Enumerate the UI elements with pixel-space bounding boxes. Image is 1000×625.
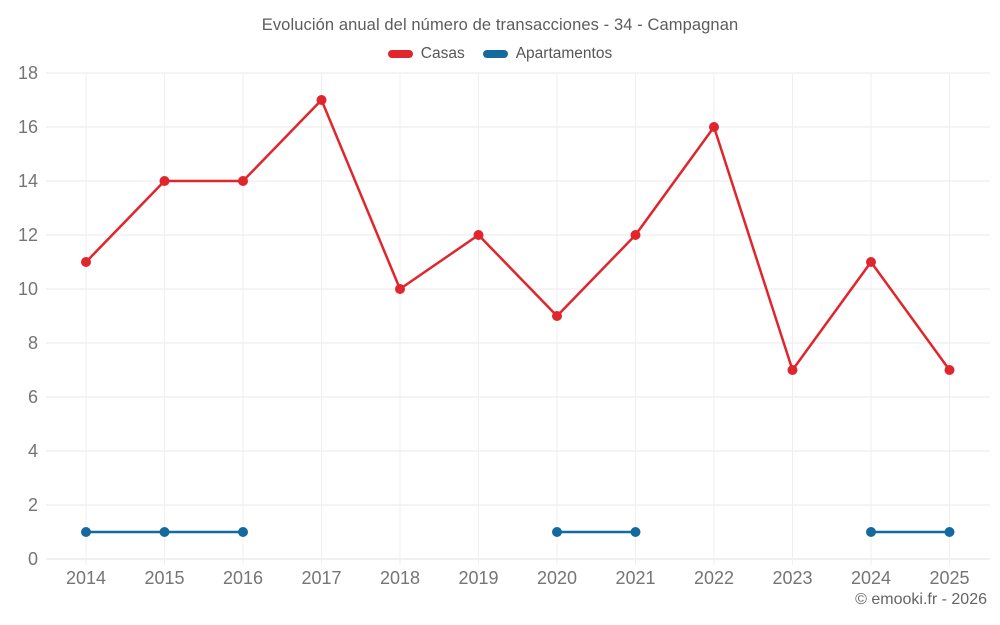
y-axis-tick-label: 2 — [28, 495, 38, 515]
x-axis-tick-label: 2022 — [694, 568, 734, 588]
data-point-casas-2022 — [709, 122, 719, 132]
data-point-casas-2015 — [159, 176, 170, 186]
data-point-casas-2017 — [316, 95, 327, 105]
data-point-casas-2025 — [944, 365, 955, 375]
x-axis-tick-label: 2015 — [144, 568, 184, 588]
data-point-apartamentos-2015 — [159, 527, 170, 537]
x-axis-tick-label: 2019 — [458, 568, 498, 588]
legend-item-apartamentos[interactable]: Apartamentos — [482, 45, 613, 63]
data-point-casas-2024 — [866, 257, 876, 267]
y-axis-tick-label: 12 — [18, 225, 38, 245]
x-axis-tick-label: 2020 — [537, 568, 577, 588]
y-axis-tick-label: 10 — [18, 279, 38, 299]
legend-label: Apartamentos — [515, 45, 613, 62]
y-axis-tick-label: 0 — [28, 549, 38, 569]
data-point-casas-2016 — [238, 176, 248, 186]
chart-title: Evolución anual del número de transaccio… — [261, 16, 739, 34]
y-axis-tick-label: 18 — [18, 63, 38, 83]
data-point-casas-2018 — [395, 284, 405, 294]
copyright-footer: © emooki.fr - 2026 — [855, 591, 987, 608]
x-axis-tick-label: 2025 — [929, 568, 969, 588]
legend: Casas Apartamentos — [0, 45, 1000, 63]
data-point-apartamentos-2020 — [552, 527, 562, 537]
x-axis-tick-label: 2014 — [66, 568, 106, 588]
data-point-casas-2021 — [630, 230, 641, 240]
x-axis-tick-label: 2016 — [223, 568, 263, 588]
data-point-apartamentos-2021 — [630, 527, 641, 537]
data-point-apartamentos-2014 — [81, 527, 91, 537]
y-axis-tick-label: 8 — [28, 333, 38, 353]
x-axis-tick-label: 2017 — [301, 568, 341, 588]
series-line-casas — [84, 98, 951, 372]
x-axis-tick-label: 2021 — [615, 568, 655, 588]
y-axis-tick-label: 14 — [18, 171, 38, 191]
data-point-apartamentos-2025 — [944, 527, 955, 537]
y-axis-tick-label: 6 — [28, 387, 38, 407]
legend-swatch-apartamentos — [482, 50, 508, 58]
legend-swatch-casas — [387, 50, 413, 58]
data-point-casas-2020 — [552, 311, 562, 321]
data-point-casas-2023 — [787, 365, 798, 375]
y-axis-tick-label: 16 — [18, 117, 38, 137]
y-axis-tick-label: 4 — [28, 441, 38, 461]
x-axis-tick-label: 2024 — [851, 568, 891, 588]
data-point-casas-2019 — [473, 230, 484, 240]
legend-label: Casas — [420, 45, 465, 62]
x-axis-tick-label: 2018 — [380, 568, 420, 588]
data-point-apartamentos-2016 — [238, 527, 248, 537]
legend-item-casas[interactable]: Casas — [387, 45, 465, 63]
x-axis-tick-label: 2023 — [772, 568, 812, 588]
data-point-casas-2014 — [81, 257, 91, 267]
data-point-apartamentos-2024 — [866, 527, 876, 537]
